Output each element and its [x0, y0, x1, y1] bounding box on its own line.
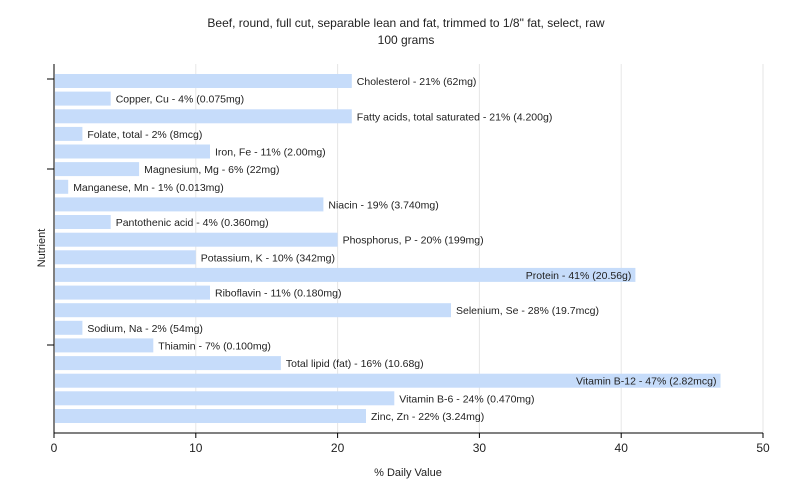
bar-label-17: Vitamin B-12 - 47% (2.82mcg) [576, 376, 716, 388]
bar-label-18: Vitamin B-6 - 24% (0.470mg) [399, 393, 534, 405]
bar-label-13: Selenium, Se - 28% (19.7mcg) [456, 305, 599, 317]
bar-18 [55, 391, 395, 406]
bar-1 [55, 91, 111, 106]
bar-label-15: Thiamin - 7% (0.100mg) [158, 340, 271, 352]
chart-subtitle: 100 grams [378, 33, 435, 47]
bar-label-4: Iron, Fe - 11% (2.00mg) [215, 147, 326, 159]
bar-9 [55, 232, 338, 247]
bar-5 [55, 162, 140, 177]
bar-label-11: Protein - 41% (20.56g) [526, 270, 632, 282]
y-ticks-group [47, 78, 54, 346]
chart-title: Beef, round, full cut, separable lean an… [207, 16, 604, 30]
bar-10 [55, 250, 196, 265]
x-tick-label-3: 30 [473, 441, 487, 455]
bar-12 [55, 285, 210, 300]
bar-label-2: Fatty acids, total saturated - 21% (4.20… [357, 111, 553, 123]
x-tick-label-5: 50 [756, 441, 770, 455]
bar-3 [55, 126, 83, 141]
x-tick-label-1: 10 [189, 441, 203, 455]
bar-2 [55, 109, 352, 124]
bar-7 [55, 197, 324, 212]
bar-label-14: Sodium, Na - 2% (54mg) [87, 323, 203, 335]
bar-19 [55, 409, 366, 423]
bar-label-8: Pantothenic acid - 4% (0.360mg) [116, 217, 269, 229]
bar-6 [55, 179, 69, 194]
bar-label-9: Phosphorus, P - 20% (199mg) [343, 235, 484, 247]
x-ticks-group: 0 10 20 30 40 50 [51, 433, 770, 455]
bar-label-10: Potassium, K - 10% (342mg) [201, 252, 335, 264]
x-tick-label-2: 20 [331, 441, 345, 455]
x-tick-label-0: 0 [51, 441, 58, 455]
x-axis-label: % Daily Value [374, 467, 442, 479]
y-axis-label: Nutrient [36, 229, 48, 268]
bar-16 [55, 356, 281, 371]
bar-0 [55, 74, 352, 88]
bar-15 [55, 338, 154, 353]
bar-4 [55, 144, 210, 159]
bar-label-1: Copper, Cu - 4% (0.075mg) [116, 94, 244, 106]
bar-label-19: Zinc, Zn - 22% (3.24mg) [371, 411, 484, 423]
bar-label-16: Total lipid (fat) - 16% (10.68g) [286, 358, 424, 370]
bar-label-7: Niacin - 19% (3.740mg) [328, 199, 438, 211]
bar-label-5: Magnesium, Mg - 6% (22mg) [144, 164, 279, 176]
bar-label-12: Riboflavin - 11% (0.180mg) [215, 288, 341, 300]
grid-lines [195, 64, 764, 433]
bar-label-6: Manganese, Mn - 1% (0.013mg) [73, 182, 224, 194]
bar-13 [55, 303, 451, 318]
bar-8 [55, 215, 111, 229]
bar-17 [55, 373, 721, 388]
bars-group [55, 74, 721, 423]
bar-14 [55, 320, 83, 335]
bar-label-0: Cholesterol - 21% (62mg) [357, 76, 477, 88]
bar-labels-group: Cholesterol - 21% (62mg) Copper, Cu - 4% … [73, 76, 716, 423]
bar-11 [55, 267, 636, 282]
x-tick-label-4: 40 [615, 441, 629, 455]
bar-label-3: Folate, total - 2% (8mcg) [87, 129, 202, 141]
